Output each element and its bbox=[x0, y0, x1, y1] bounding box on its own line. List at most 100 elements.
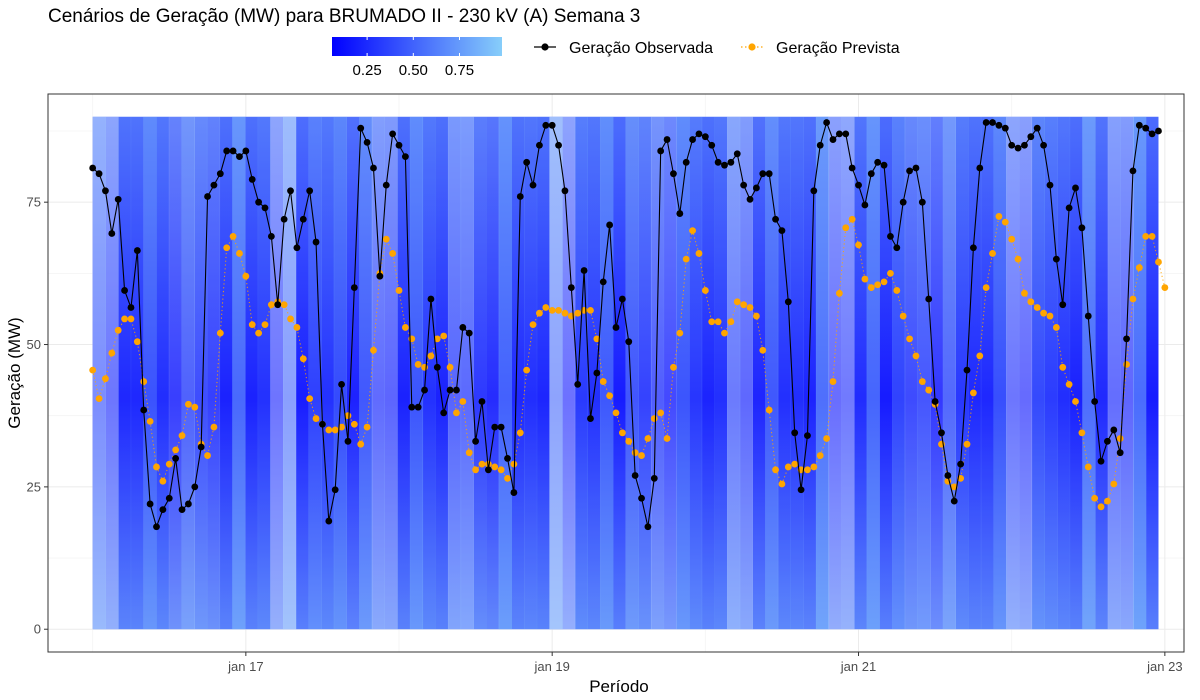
scenario-band-stripe bbox=[727, 116, 741, 630]
data-point-observed bbox=[727, 158, 735, 166]
data-point-forecast bbox=[982, 284, 990, 291]
y-tick-label: 50 bbox=[27, 337, 41, 352]
data-point-forecast bbox=[236, 250, 243, 257]
data-point-forecast bbox=[491, 463, 499, 471]
data-point-observed bbox=[887, 232, 894, 240]
data-point-observed bbox=[255, 198, 263, 206]
data-point-forecast bbox=[453, 409, 460, 417]
data-point-forecast bbox=[727, 318, 735, 326]
scenario-band-stripe bbox=[904, 116, 918, 630]
data-point-forecast bbox=[248, 321, 256, 328]
x-tick-label: jan 17 bbox=[227, 659, 263, 674]
scenario-band-stripe bbox=[1031, 116, 1045, 630]
data-point-observed bbox=[1059, 301, 1067, 309]
data-point-forecast bbox=[395, 287, 403, 294]
data-point-observed bbox=[1027, 133, 1035, 141]
data-point-observed bbox=[185, 500, 192, 508]
data-point-forecast bbox=[312, 415, 320, 422]
colorbar-labels: 0.25 0.50 0.75 bbox=[353, 62, 475, 79]
data-point-observed bbox=[478, 398, 486, 405]
data-point-observed bbox=[855, 181, 862, 189]
data-point-forecast bbox=[1084, 463, 1092, 471]
data-point-forecast bbox=[325, 426, 333, 434]
scenario-band-stripe bbox=[422, 116, 436, 630]
data-point-observed bbox=[823, 119, 831, 126]
data-point-forecast bbox=[721, 329, 728, 337]
data-point-forecast bbox=[599, 378, 607, 385]
data-point-observed bbox=[312, 238, 320, 246]
data-point-forecast bbox=[548, 306, 556, 314]
scenario-band-highlight bbox=[727, 116, 753, 630]
scenario-band-stripe bbox=[612, 116, 627, 630]
data-point-forecast bbox=[555, 306, 562, 314]
data-point-forecast bbox=[401, 324, 409, 331]
data-point-forecast bbox=[663, 435, 671, 442]
scenario-band-stripe bbox=[194, 116, 208, 630]
data-point-forecast bbox=[350, 420, 358, 428]
data-point-forecast bbox=[153, 463, 160, 471]
data-point-forecast bbox=[529, 321, 537, 328]
scenario-band bbox=[92, 116, 1159, 630]
data-point-forecast bbox=[133, 338, 141, 346]
legend-entry-observed: Geração Observada bbox=[534, 40, 713, 57]
data-point-observed bbox=[689, 136, 696, 143]
scenario-band-stripe bbox=[397, 116, 411, 630]
data-point-forecast bbox=[784, 463, 792, 471]
data-point-forecast bbox=[1008, 235, 1016, 243]
data-point-observed bbox=[446, 386, 454, 394]
scenario-band-stripe bbox=[524, 116, 538, 630]
scenario-band-stripe bbox=[562, 116, 576, 630]
colorbar-label: 0.75 bbox=[445, 62, 474, 79]
data-point-observed bbox=[459, 324, 467, 331]
data-point-forecast bbox=[1001, 218, 1009, 226]
data-point-forecast bbox=[657, 409, 665, 417]
data-point-observed bbox=[529, 181, 537, 189]
data-point-forecast bbox=[261, 321, 269, 328]
data-point-forecast bbox=[618, 429, 626, 437]
data-point-forecast bbox=[299, 355, 307, 363]
data-point-observed bbox=[1052, 255, 1060, 263]
data-point-forecast bbox=[631, 449, 639, 457]
data-point-observed bbox=[465, 329, 473, 337]
data-point-forecast bbox=[765, 406, 773, 414]
data-point-forecast bbox=[472, 466, 479, 474]
data-point-observed bbox=[740, 181, 748, 189]
data-point-observed bbox=[957, 460, 965, 468]
series-points-observed bbox=[89, 119, 1162, 531]
data-point-observed bbox=[357, 124, 365, 132]
scenario-band-stripe bbox=[1107, 116, 1121, 630]
data-point-forecast bbox=[331, 426, 339, 434]
x-axis-title: Período bbox=[589, 677, 649, 696]
data-point-forecast bbox=[1065, 380, 1073, 388]
data-point-observed bbox=[880, 161, 888, 169]
data-point-observed bbox=[165, 494, 173, 502]
data-point-forecast bbox=[510, 460, 518, 468]
scenario-band-stripe bbox=[1018, 116, 1033, 630]
scenario-band-stripe bbox=[206, 116, 221, 630]
data-point-forecast bbox=[740, 301, 748, 309]
data-point-observed bbox=[561, 187, 569, 195]
scenario-band-stripe bbox=[295, 116, 309, 630]
data-point-observed bbox=[765, 170, 773, 178]
scenario-band-highlight bbox=[853, 116, 880, 630]
data-point-forecast bbox=[810, 463, 818, 471]
data-point-forecast bbox=[1104, 497, 1111, 505]
scenario-band-stripe bbox=[511, 116, 525, 630]
data-point-forecast bbox=[446, 363, 454, 371]
data-point-forecast bbox=[280, 301, 288, 309]
data-point-observed bbox=[1104, 437, 1111, 445]
scenario-band-stripe bbox=[321, 116, 335, 630]
data-point-observed bbox=[242, 147, 250, 155]
scenario-band-highlight bbox=[549, 116, 576, 630]
data-point-forecast bbox=[1155, 258, 1162, 266]
data-point-observed bbox=[682, 158, 690, 166]
data-point-observed bbox=[204, 193, 211, 200]
scenario-band-stripe bbox=[1006, 116, 1020, 630]
data-point-forecast bbox=[874, 281, 882, 289]
data-point-forecast bbox=[1052, 324, 1060, 331]
data-point-observed bbox=[804, 432, 811, 440]
scenario-band-highlight bbox=[879, 116, 906, 630]
data-point-observed bbox=[1135, 121, 1143, 129]
scenario-band-stripe bbox=[384, 116, 398, 630]
